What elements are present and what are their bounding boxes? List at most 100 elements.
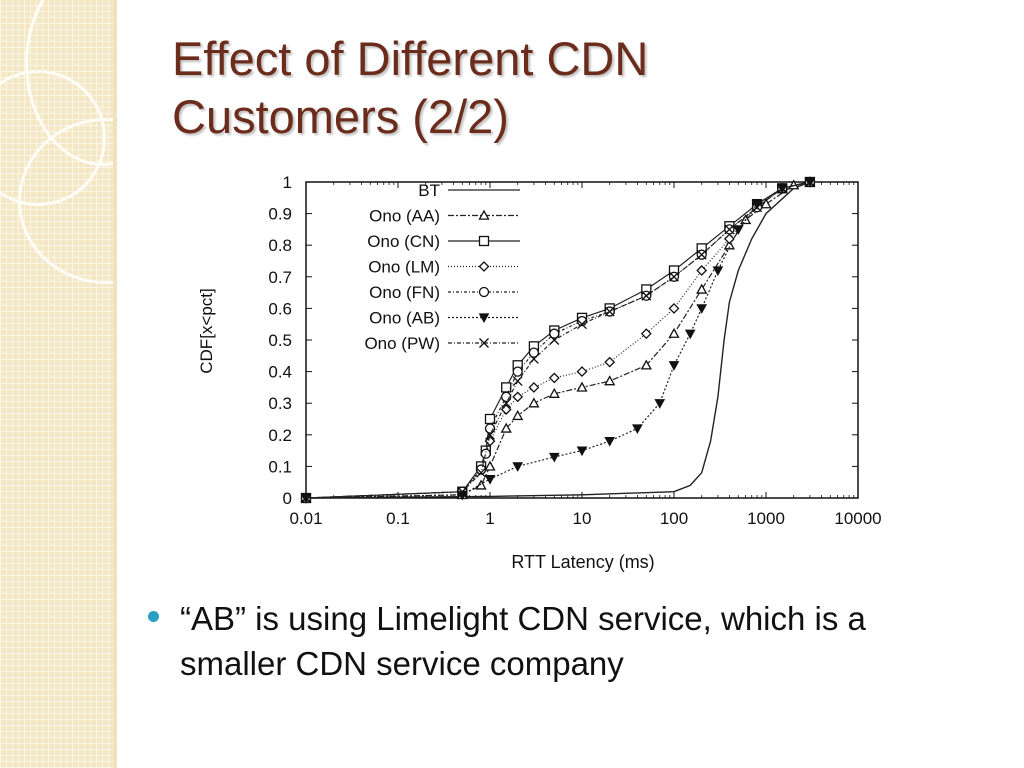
legend-label-ono-cn: Ono (CN) <box>367 232 440 251</box>
data-point-ono-pw <box>501 398 512 409</box>
data-point-ono-lm <box>604 356 616 368</box>
data-point-ono-ab <box>576 446 588 457</box>
y-tick-label: 0.4 <box>268 363 292 382</box>
bullet-item: “AB” is using Limelight CDN service, whi… <box>148 596 968 686</box>
x-tick-label: 100 <box>660 509 688 528</box>
decorative-side-panel <box>0 0 113 768</box>
data-point-ono-lm <box>640 328 652 340</box>
data-point-ono-aa <box>475 479 487 490</box>
bullet-dot-icon <box>148 611 159 622</box>
y-tick-label: 0.8 <box>268 236 292 255</box>
data-point-ono-pw <box>577 319 587 330</box>
data-point-ono-pw <box>804 177 815 187</box>
x-tick-label: 1 <box>485 509 494 528</box>
data-point-ono-pw <box>696 249 707 260</box>
data-point-ono-pw <box>301 493 311 503</box>
rtt-cdf-chart: 0.01 0.1 1 10 100 1000 10000 0 0.1 0.2 0.3 0.4 0.5 0.… <box>197 173 882 572</box>
data-point-ono-pw <box>485 429 495 440</box>
data-point-ono-aa <box>640 359 652 370</box>
series-ono-pw <box>301 177 815 503</box>
plot-frame <box>305 181 859 499</box>
data-point-ono-lm <box>668 302 680 314</box>
data-point-ono-ab <box>654 399 666 409</box>
slide-title-line-2: Customers (2/2) <box>172 90 509 143</box>
slide-title-line-1: Effect of Different CDN <box>172 32 649 85</box>
data-point-ono-pw <box>777 183 788 194</box>
legend-marker-ono-pw <box>479 338 489 348</box>
data-point-ono-aa <box>576 381 588 392</box>
data-point-ono-pw <box>604 306 615 317</box>
side-panel-edge <box>113 0 117 768</box>
data-point-ono-ab <box>712 266 724 277</box>
data-point-ono-ab <box>484 474 496 485</box>
data-point-ono-pw <box>476 467 487 478</box>
data-point-ono-aa <box>723 239 735 250</box>
y-tick-label: 0.1 <box>268 457 292 476</box>
slide-title: Effect of Different CDN Customers (2/2) <box>172 30 932 146</box>
data-point-ono-pw <box>669 271 679 282</box>
data-point-ono-aa <box>760 198 772 209</box>
y-axis-label: CDF[x<pct] <box>197 288 216 374</box>
legend-marker-ono-lm <box>478 261 490 272</box>
bullet-text: “AB” is using Limelight CDN service, whi… <box>180 600 866 682</box>
data-point-ono-fn <box>512 366 523 377</box>
data-point-ono-ab <box>732 225 744 235</box>
x-axis-label: RTT Latency (ms) <box>511 552 654 572</box>
data-point-ono-pw <box>528 354 539 364</box>
data-point-ono-ab <box>684 329 696 340</box>
legend-marker-ono-aa <box>478 209 490 220</box>
data-point-ono-pw <box>549 335 560 345</box>
data-point-ono-fn <box>475 464 487 475</box>
legend-label-ono-ab: Ono (AB) <box>369 309 440 328</box>
y-tick-label: 0.6 <box>268 299 292 318</box>
y-tick-label: 0.7 <box>268 268 292 287</box>
data-point-ono-lm <box>723 233 735 245</box>
data-point-ono-lm <box>512 391 524 403</box>
y-tick-label: 0 <box>283 489 292 508</box>
data-point-ono-fn <box>528 347 540 358</box>
data-point-ono-ab <box>604 437 616 447</box>
series-line-bt <box>305 181 811 499</box>
legend-label-bt: BT <box>418 181 440 200</box>
series-layer <box>300 176 816 504</box>
chart-legend: BT Ono (AA) Ono (CN) Ono (LM) Ono (FN) Ono (A… <box>364 181 520 353</box>
x-tick-label: 0.01 <box>289 509 322 528</box>
data-point-ono-pw <box>457 486 468 497</box>
data-point-ono-aa <box>668 327 680 338</box>
x-tick-label: 10 <box>573 509 592 528</box>
data-point-ono-lm <box>696 265 708 276</box>
data-point-ono-pw <box>724 224 735 235</box>
data-point-ono-ab <box>548 452 560 463</box>
y-tick-label: 0.9 <box>268 205 292 224</box>
legend-label-ono-lm: Ono (LM) <box>368 258 440 277</box>
legend-label-ono-pw: Ono (PW) <box>364 334 440 353</box>
data-point-ono-aa <box>548 387 560 398</box>
data-point-ono-aa <box>696 283 708 294</box>
x-tick-label: 10000 <box>834 509 881 528</box>
legend-label-ono-aa: Ono (AA) <box>369 207 440 226</box>
data-point-ono-ab <box>632 424 643 435</box>
data-point-ono-fn <box>549 328 560 339</box>
data-point-ono-aa <box>484 460 496 471</box>
legend-marker-ono-ab <box>478 313 490 324</box>
data-point-ono-pw <box>752 202 763 213</box>
y-tick-label: 1 <box>283 173 292 192</box>
axis-ticks: 0.01 0.1 1 10 100 1000 10000 0 0.1 0.2 0.3 0.4 0.5 0.… <box>268 173 881 528</box>
legend-marker-ono-cn <box>478 235 490 247</box>
legend-label-ono-fn: Ono (FN) <box>369 283 440 302</box>
series-bt <box>305 181 811 499</box>
data-point-ono-fn <box>480 448 491 459</box>
data-point-ono-aa <box>528 397 540 408</box>
data-point-ono-aa <box>604 375 616 386</box>
y-tick-label: 0.2 <box>268 426 292 445</box>
data-point-ono-ab <box>668 361 680 371</box>
data-point-ono-aa <box>500 422 512 433</box>
data-point-ono-lm <box>576 366 588 378</box>
legend-marker-ono-fn <box>478 286 490 298</box>
x-tick-label: 0.1 <box>386 509 410 528</box>
data-point-ono-ab <box>696 304 708 314</box>
data-point-ono-pw <box>641 290 652 301</box>
data-point-ono-lm <box>528 381 540 393</box>
data-point-ono-ab <box>512 462 524 472</box>
data-point-ono-cn <box>501 382 512 393</box>
